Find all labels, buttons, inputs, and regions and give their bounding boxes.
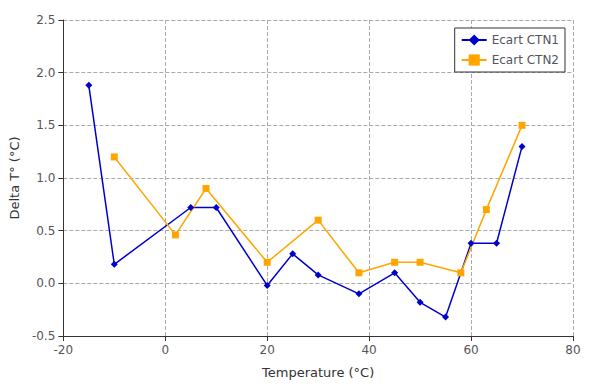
svg-text:60: 60: [463, 343, 478, 357]
svg-text:2.0: 2.0: [36, 66, 55, 80]
svg-text:0.5: 0.5: [36, 224, 55, 238]
svg-text:Temperature (°C): Temperature (°C): [261, 365, 374, 380]
svg-text:Delta T° (°C): Delta T° (°C): [7, 136, 22, 219]
svg-text:0.0: 0.0: [36, 276, 55, 290]
svg-text:2.5: 2.5: [36, 13, 55, 27]
svg-text:-0.5: -0.5: [32, 329, 55, 343]
svg-text:40: 40: [361, 343, 376, 357]
svg-text:1.5: 1.5: [36, 118, 55, 132]
svg-text:-20: -20: [54, 343, 74, 357]
svg-text:1.0: 1.0: [36, 171, 55, 185]
svg-text:Ecart CTN1: Ecart CTN1: [492, 33, 559, 47]
svg-text:0: 0: [161, 343, 169, 357]
svg-text:Ecart CTN2: Ecart CTN2: [492, 53, 559, 67]
svg-text:20: 20: [260, 343, 275, 357]
svg-text:80: 80: [565, 343, 580, 357]
